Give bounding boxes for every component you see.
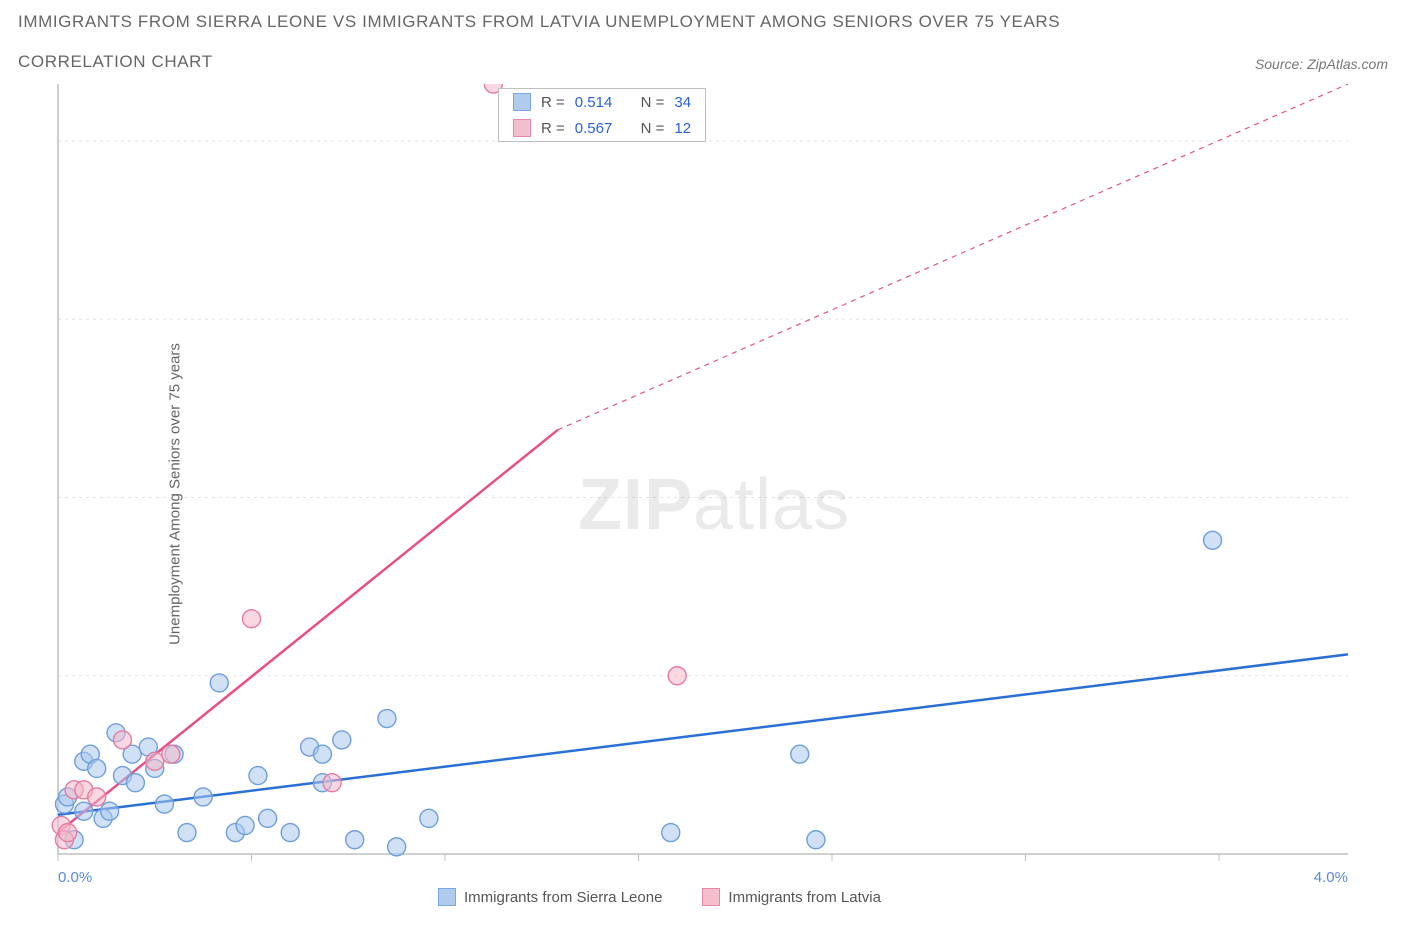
n-value-latvia: 12 [674, 120, 691, 137]
series-legend: Immigrants from Sierra Leone Immigrants … [438, 888, 881, 906]
stats-row-sierra-leone: R = 0.514 N = 34 [499, 89, 705, 115]
chart-container: Unemployment Among Seniors over 75 years… [18, 84, 1388, 904]
page-title: IMMIGRANTS FROM SIERRA LEONE VS IMMIGRAN… [18, 12, 1060, 32]
n-value-sierra-leone: 34 [674, 94, 691, 111]
swatch-sierra-leone [513, 93, 531, 111]
r-value-latvia: 0.567 [575, 120, 613, 137]
stats-legend: R = 0.514 N = 34 R = 0.567 N = 12 [498, 88, 706, 142]
r-value-sierra-leone: 0.514 [575, 94, 613, 111]
legend-item-latvia: Immigrants from Latvia [702, 888, 881, 906]
svg-text:0.0%: 0.0% [58, 869, 92, 886]
y-axis-label: Unemployment Among Seniors over 75 years [166, 343, 183, 645]
stats-row-latvia: R = 0.567 N = 12 [499, 115, 705, 141]
swatch-latvia [513, 119, 531, 137]
source-label: Source: ZipAtlas.com [1255, 56, 1388, 72]
legend-item-sierra-leone: Immigrants from Sierra Leone [438, 888, 662, 906]
svg-text:4.0%: 4.0% [1314, 869, 1348, 886]
page-subtitle: CORRELATION CHART [18, 52, 213, 72]
scatter-chart: 25.0%50.0%75.0%100.0%0.0%4.0% [18, 84, 1348, 904]
